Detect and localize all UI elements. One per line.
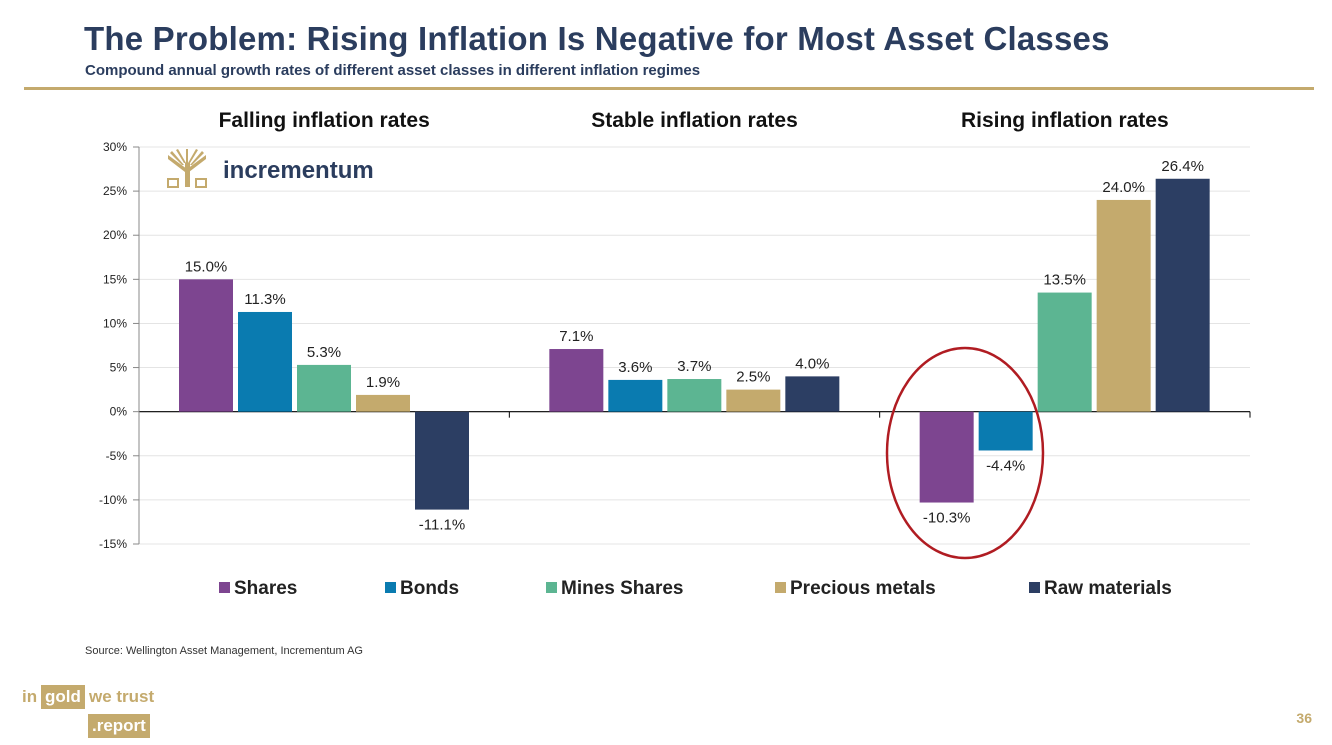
- bar-raw-materials: [415, 411, 469, 510]
- bar-bonds: [978, 411, 1033, 451]
- bar-precious-metals: [726, 389, 781, 412]
- bar-precious-metals: [356, 394, 410, 412]
- bar-shares: [549, 349, 604, 412]
- bar-bonds: [238, 311, 292, 412]
- legend-swatch: [385, 582, 396, 593]
- y-tick-label: 0%: [110, 405, 128, 419]
- bar-bonds: [608, 379, 663, 412]
- page-subtitle: Compound annual growth rates of differen…: [85, 62, 701, 79]
- legend-label: Mines Shares: [561, 578, 684, 599]
- data-label: 13.5%: [1043, 272, 1086, 289]
- data-label: 15.0%: [185, 258, 228, 275]
- bar-raw-materials: [1155, 178, 1210, 412]
- legend: Shares Bonds Mines Shares Precious metals Ra…: [219, 578, 1172, 599]
- data-label: 1.9%: [366, 374, 400, 391]
- source-note: Source: Wellington Asset Management, Inc…: [85, 645, 363, 657]
- y-tick-label: -10%: [99, 493, 127, 507]
- bar-shares: [919, 411, 974, 503]
- bar-mines-shares: [667, 379, 722, 412]
- bar-shares: [179, 279, 233, 412]
- legend-swatch: [1029, 582, 1040, 593]
- title-divider: [24, 87, 1314, 90]
- brand-we-trust: we trust: [89, 687, 155, 706]
- brand-gold: gold: [41, 685, 85, 709]
- category-title: Stable inflation rates: [591, 109, 798, 132]
- bars: [179, 178, 1210, 510]
- y-axis-ticks: 30% 25% 20% 15% 10% 5% 0% -5% -10% -15%: [99, 140, 127, 551]
- y-tick-label: 30%: [103, 140, 127, 154]
- category-titles: Falling inflation rates Stable inflation …: [219, 109, 1169, 132]
- data-label: 3.7%: [677, 358, 711, 375]
- highlight-ellipse: [885, 346, 1045, 560]
- legend-swatch: [219, 582, 230, 593]
- tree-icon: [167, 149, 207, 188]
- y-tick-label: -15%: [99, 537, 127, 551]
- in-gold-we-trust-logo: in gold we trust .report: [22, 685, 162, 741]
- y-tick-label: 15%: [103, 272, 127, 286]
- legend-label: Raw materials: [1044, 578, 1172, 599]
- y-tick-label: 25%: [103, 184, 127, 198]
- brand-in: in: [22, 687, 38, 706]
- bar-precious-metals: [1096, 199, 1151, 412]
- category-title: Rising inflation rates: [961, 109, 1169, 132]
- page-number: 36: [1296, 710, 1312, 726]
- page-title: The Problem: Rising Inflation Is Negativ…: [84, 20, 1110, 57]
- value-labels: 15.0% 11.3% 5.3% 1.9% -11.1% 7.1% 3.6% 3.7% 2.5%…: [185, 158, 1204, 534]
- legend-label: Precious metals: [790, 578, 936, 599]
- bar-raw-materials: [785, 376, 840, 412]
- bar-mines-shares: [297, 364, 351, 412]
- data-label: -10.3%: [923, 510, 971, 527]
- data-label: -11.1%: [419, 517, 465, 534]
- bar-mines-shares: [1037, 292, 1092, 412]
- incrementum-logo: incrementum: [167, 149, 374, 188]
- category-title: Falling inflation rates: [219, 109, 430, 132]
- data-label: -4.4%: [986, 457, 1025, 474]
- legend-label: Shares: [234, 578, 297, 599]
- data-label: 4.0%: [795, 355, 829, 372]
- data-label: 26.4%: [1161, 158, 1204, 175]
- bar-chart: 30% 25% 20% 15% 10% 5% 0% -5% -10% -15% 15.0% 11.3…: [99, 109, 1251, 599]
- legend-label: Bonds: [400, 578, 459, 599]
- y-tick-label: 5%: [110, 361, 128, 375]
- data-label: 3.6%: [618, 359, 652, 376]
- legend-swatch: [775, 582, 786, 593]
- y-tick-label: 20%: [103, 228, 127, 242]
- y-tick-label: 10%: [103, 316, 127, 330]
- data-label: 5.3%: [307, 344, 341, 361]
- data-label: 24.0%: [1102, 179, 1145, 196]
- data-label: 11.3%: [244, 291, 285, 308]
- legend-swatch: [546, 582, 557, 593]
- data-label: 7.1%: [559, 328, 593, 345]
- data-label: 2.5%: [736, 369, 770, 386]
- incrementum-wordmark: incrementum: [223, 157, 374, 184]
- brand-report: .report: [88, 714, 150, 738]
- y-tick-label: -5%: [106, 449, 128, 463]
